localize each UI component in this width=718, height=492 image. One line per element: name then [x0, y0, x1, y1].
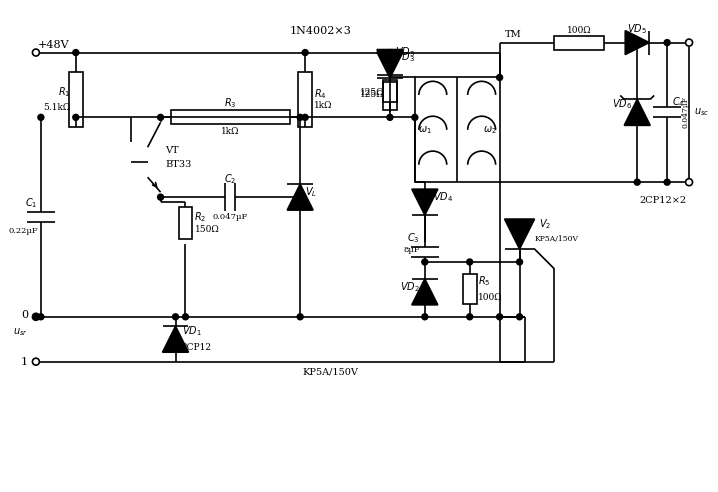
Bar: [415, 77, 500, 182]
Circle shape: [516, 314, 523, 320]
Polygon shape: [505, 219, 534, 249]
Bar: [462, 275, 477, 305]
Circle shape: [38, 314, 44, 320]
Circle shape: [686, 179, 693, 185]
Text: $VD_3$: $VD_3$: [395, 46, 415, 60]
Text: 2CP12: 2CP12: [182, 343, 212, 352]
Circle shape: [664, 179, 670, 185]
Circle shape: [686, 39, 693, 46]
Text: $C_4$: $C_4$: [672, 95, 685, 109]
Text: 1N4002×3: 1N4002×3: [289, 26, 351, 35]
Text: 0: 0: [21, 310, 28, 320]
Text: 125Ω: 125Ω: [360, 88, 385, 97]
Text: 150Ω: 150Ω: [195, 224, 219, 234]
Text: $R_1$: $R_1$: [58, 85, 71, 99]
Text: 100Ω: 100Ω: [567, 26, 592, 35]
Text: 5.1kΩ: 5.1kΩ: [44, 103, 71, 112]
Circle shape: [38, 114, 44, 121]
Polygon shape: [162, 326, 189, 352]
Text: KP5A/150V: KP5A/150V: [534, 235, 579, 243]
Circle shape: [421, 259, 428, 265]
Text: TM: TM: [505, 30, 521, 39]
Text: 8µF: 8µF: [403, 246, 420, 254]
Polygon shape: [377, 52, 403, 78]
Text: VT: VT: [166, 146, 180, 155]
Text: 0.047µF: 0.047µF: [681, 96, 689, 128]
Circle shape: [73, 50, 79, 56]
Text: 100Ω: 100Ω: [477, 293, 503, 302]
Polygon shape: [624, 99, 651, 125]
Circle shape: [467, 259, 472, 265]
Bar: [69, 72, 83, 127]
Circle shape: [32, 49, 39, 56]
Circle shape: [421, 314, 428, 320]
Circle shape: [634, 179, 640, 185]
Polygon shape: [625, 31, 649, 55]
Bar: [298, 72, 312, 127]
Bar: [383, 80, 397, 110]
Text: $\omega_2$: $\omega_2$: [482, 124, 496, 136]
Text: $VD_1$: $VD_1$: [182, 324, 201, 338]
Polygon shape: [412, 279, 438, 305]
Bar: [554, 35, 605, 50]
Circle shape: [302, 114, 308, 121]
Text: 1kΩ: 1kΩ: [221, 127, 240, 136]
Text: 1kΩ: 1kΩ: [314, 101, 332, 110]
Polygon shape: [287, 184, 313, 210]
Circle shape: [302, 50, 308, 56]
Text: KP5A/150V: KP5A/150V: [302, 367, 358, 376]
Circle shape: [387, 50, 393, 56]
Bar: [171, 110, 290, 124]
Text: 125Ω: 125Ω: [360, 91, 385, 99]
Text: $VD_2$: $VD_2$: [400, 280, 420, 294]
Text: $VD_5$: $VD_5$: [628, 22, 647, 35]
Text: $C_2$: $C_2$: [224, 172, 236, 186]
Text: 2CP12×2: 2CP12×2: [640, 196, 686, 205]
Circle shape: [297, 314, 303, 320]
Text: +48V: +48V: [38, 39, 70, 50]
Circle shape: [172, 314, 179, 320]
Circle shape: [32, 358, 39, 365]
Circle shape: [32, 313, 39, 320]
Text: $VD_4$: $VD_4$: [433, 190, 453, 204]
Circle shape: [467, 314, 472, 320]
Text: 1: 1: [21, 357, 28, 367]
Circle shape: [664, 39, 670, 46]
Text: $VD_3$: $VD_3$: [395, 50, 415, 64]
Circle shape: [516, 259, 523, 265]
Bar: [179, 207, 192, 239]
Text: $\omega_1$: $\omega_1$: [418, 124, 432, 136]
Polygon shape: [377, 50, 403, 75]
Text: $R_3$: $R_3$: [224, 96, 237, 110]
Circle shape: [182, 314, 189, 320]
Text: $u_{sr}$: $u_{sr}$: [13, 326, 28, 338]
Polygon shape: [412, 189, 438, 215]
Text: 0.22µF: 0.22µF: [8, 227, 38, 235]
Text: $C_3$: $C_3$: [407, 231, 420, 245]
Bar: [383, 83, 397, 102]
Text: $V_2$: $V_2$: [539, 217, 551, 231]
Text: $u_{sc}$: $u_{sc}$: [694, 106, 709, 118]
Circle shape: [497, 314, 503, 320]
Text: 0.047µF: 0.047µF: [213, 213, 248, 221]
Text: $VD_6$: $VD_6$: [612, 97, 633, 111]
Text: $C_1$: $C_1$: [26, 196, 38, 210]
Text: $V_L$: $V_L$: [305, 185, 317, 199]
Circle shape: [157, 194, 164, 200]
Circle shape: [297, 114, 303, 121]
Text: $R_4$: $R_4$: [314, 87, 327, 101]
Circle shape: [412, 114, 418, 121]
Circle shape: [73, 114, 79, 121]
Text: BT33: BT33: [166, 160, 192, 169]
Circle shape: [497, 74, 503, 81]
Circle shape: [634, 39, 640, 46]
Circle shape: [33, 314, 39, 320]
Circle shape: [157, 114, 164, 121]
Circle shape: [387, 114, 393, 121]
Text: $R_5$: $R_5$: [477, 275, 490, 288]
Text: $R_2$: $R_2$: [195, 210, 207, 224]
